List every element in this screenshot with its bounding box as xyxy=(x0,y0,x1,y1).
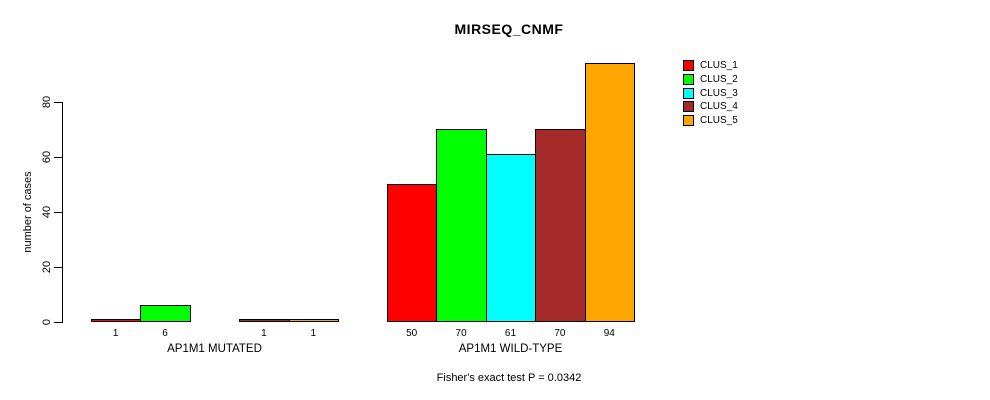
bar-value-label: 6 xyxy=(162,328,168,339)
legend-item: CLUS_3 xyxy=(683,86,738,100)
legend-item: CLUS_2 xyxy=(683,73,738,87)
y-axis-tick xyxy=(54,102,62,103)
fisher-test-caption: Fisher's exact test P = 0.0342 xyxy=(436,372,582,384)
legend-label: CLUS_5 xyxy=(700,115,738,127)
y-axis-tick xyxy=(54,157,62,158)
legend-swatch-clus_1 xyxy=(683,60,694,72)
legend-item: CLUS_1 xyxy=(683,59,738,73)
x-group-label: AP1M1 WILD-TYPE xyxy=(458,343,563,355)
legend-item: CLUS_4 xyxy=(683,100,738,114)
legend-swatch-clus_3 xyxy=(683,87,694,99)
y-axis-tick xyxy=(54,322,62,323)
legend-label: CLUS_1 xyxy=(700,60,738,72)
bar-value-label: 1 xyxy=(310,328,317,339)
chart-title: MIRSEQ_CNMF xyxy=(454,21,564,37)
y-axis-tick xyxy=(54,267,62,268)
legend-swatch-clus_5 xyxy=(683,115,694,127)
bar-clus_2-mutated xyxy=(140,305,191,322)
bar-clus_1-mutated xyxy=(91,319,142,322)
bar-clus_4-wild-type xyxy=(535,129,586,322)
legend-label: CLUS_2 xyxy=(700,74,738,86)
legend-label: CLUS_4 xyxy=(700,101,738,113)
y-tick-label: 80 xyxy=(41,95,53,109)
legend-item: CLUS_5 xyxy=(683,114,738,128)
y-tick-label: 40 xyxy=(41,205,53,219)
bar-value-label: 70 xyxy=(455,328,467,339)
y-tick-label: 0 xyxy=(41,318,53,326)
bar-value-label: 50 xyxy=(406,328,418,339)
bar-clus_5-wild-type xyxy=(584,63,635,322)
y-axis-line xyxy=(62,102,63,323)
y-tick-label: 20 xyxy=(41,260,53,274)
bar-clus_3-wild-type xyxy=(485,154,537,322)
bar-clus_1-wild-type xyxy=(387,184,438,322)
legend-label: CLUS_3 xyxy=(700,87,738,99)
y-axis-title: number of cases xyxy=(22,171,34,253)
bar-clus_4-mutated xyxy=(239,319,290,322)
bar-value-label: 61 xyxy=(504,328,517,339)
bar-clus_2-wild-type xyxy=(436,129,487,322)
legend-swatch-clus_2 xyxy=(683,74,694,86)
bar-value-label: 1 xyxy=(112,328,119,339)
bar-clus_5-mutated xyxy=(288,319,339,322)
legend-swatch-clus_4 xyxy=(683,101,694,113)
y-axis-tick xyxy=(54,212,62,213)
bar-value-label: 70 xyxy=(554,328,566,339)
legend: CLUS_1 CLUS_2 CLUS_3 CLUS_4 CLUS_5 xyxy=(683,59,738,127)
bar-value-label: 1 xyxy=(261,328,267,339)
x-group-label: AP1M1 MUTATED xyxy=(167,343,262,355)
y-tick-label: 60 xyxy=(41,150,53,164)
bar-value-label: 94 xyxy=(603,328,615,339)
